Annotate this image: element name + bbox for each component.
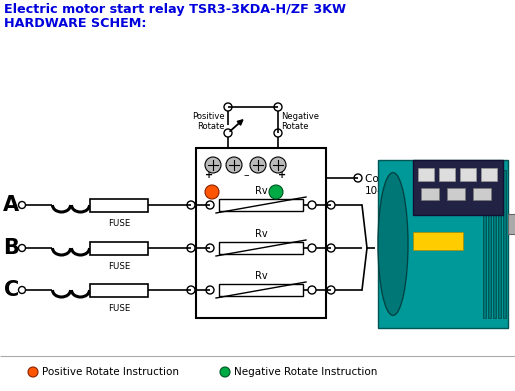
Text: Rv: Rv (255, 186, 267, 196)
Text: Negative
Rotate: Negative Rotate (281, 112, 319, 131)
Circle shape (226, 157, 242, 173)
Bar (508, 214, 515, 234)
Bar (493, 170, 496, 318)
Text: Positive Rotate Instruction: Positive Rotate Instruction (42, 367, 179, 377)
Bar (219, 199, 303, 211)
Bar (503, 170, 506, 318)
Circle shape (28, 367, 38, 377)
Bar (219, 284, 303, 296)
Text: Rv: Rv (255, 271, 267, 281)
Text: +: + (205, 170, 213, 180)
Bar (196, 148, 326, 318)
Bar (90, 199, 148, 212)
Bar (413, 232, 463, 250)
Text: HARDWARE SCHEM:: HARDWARE SCHEM: (4, 17, 146, 30)
Text: Positive
Rotate: Positive Rotate (193, 112, 225, 131)
Bar (421, 188, 439, 200)
Circle shape (250, 157, 266, 173)
Text: C: C (4, 280, 19, 300)
Bar (481, 168, 497, 181)
Text: FUSE: FUSE (108, 304, 130, 313)
Text: Electric motor start relay TSR3-3KDA-H/ZF 3KW: Electric motor start relay TSR3-3KDA-H/Z… (4, 3, 346, 16)
Bar (498, 170, 501, 318)
Bar (418, 168, 434, 181)
Text: Control Voltage
10-30VDC: Control Voltage 10-30VDC (365, 174, 445, 196)
Bar (488, 170, 491, 318)
Text: FUSE: FUSE (108, 262, 130, 271)
Text: Negative Rotate Instruction: Negative Rotate Instruction (234, 367, 377, 377)
Circle shape (205, 157, 221, 173)
Circle shape (205, 185, 219, 199)
Text: A: A (3, 195, 19, 215)
Bar (473, 188, 491, 200)
Bar (90, 242, 148, 255)
Bar (447, 188, 465, 200)
Circle shape (269, 185, 283, 199)
Ellipse shape (378, 172, 408, 316)
Circle shape (270, 157, 286, 173)
Bar (90, 284, 148, 297)
Text: –: – (243, 170, 249, 180)
Circle shape (220, 367, 230, 377)
Bar (460, 168, 476, 181)
Text: FUSE: FUSE (108, 219, 130, 228)
Text: +: + (278, 170, 286, 180)
Text: B: B (3, 238, 19, 258)
Bar (219, 242, 303, 254)
Bar (378, 160, 508, 328)
Bar (413, 160, 503, 215)
Bar (439, 168, 455, 181)
Text: Rv: Rv (255, 229, 267, 239)
Bar (483, 170, 486, 318)
